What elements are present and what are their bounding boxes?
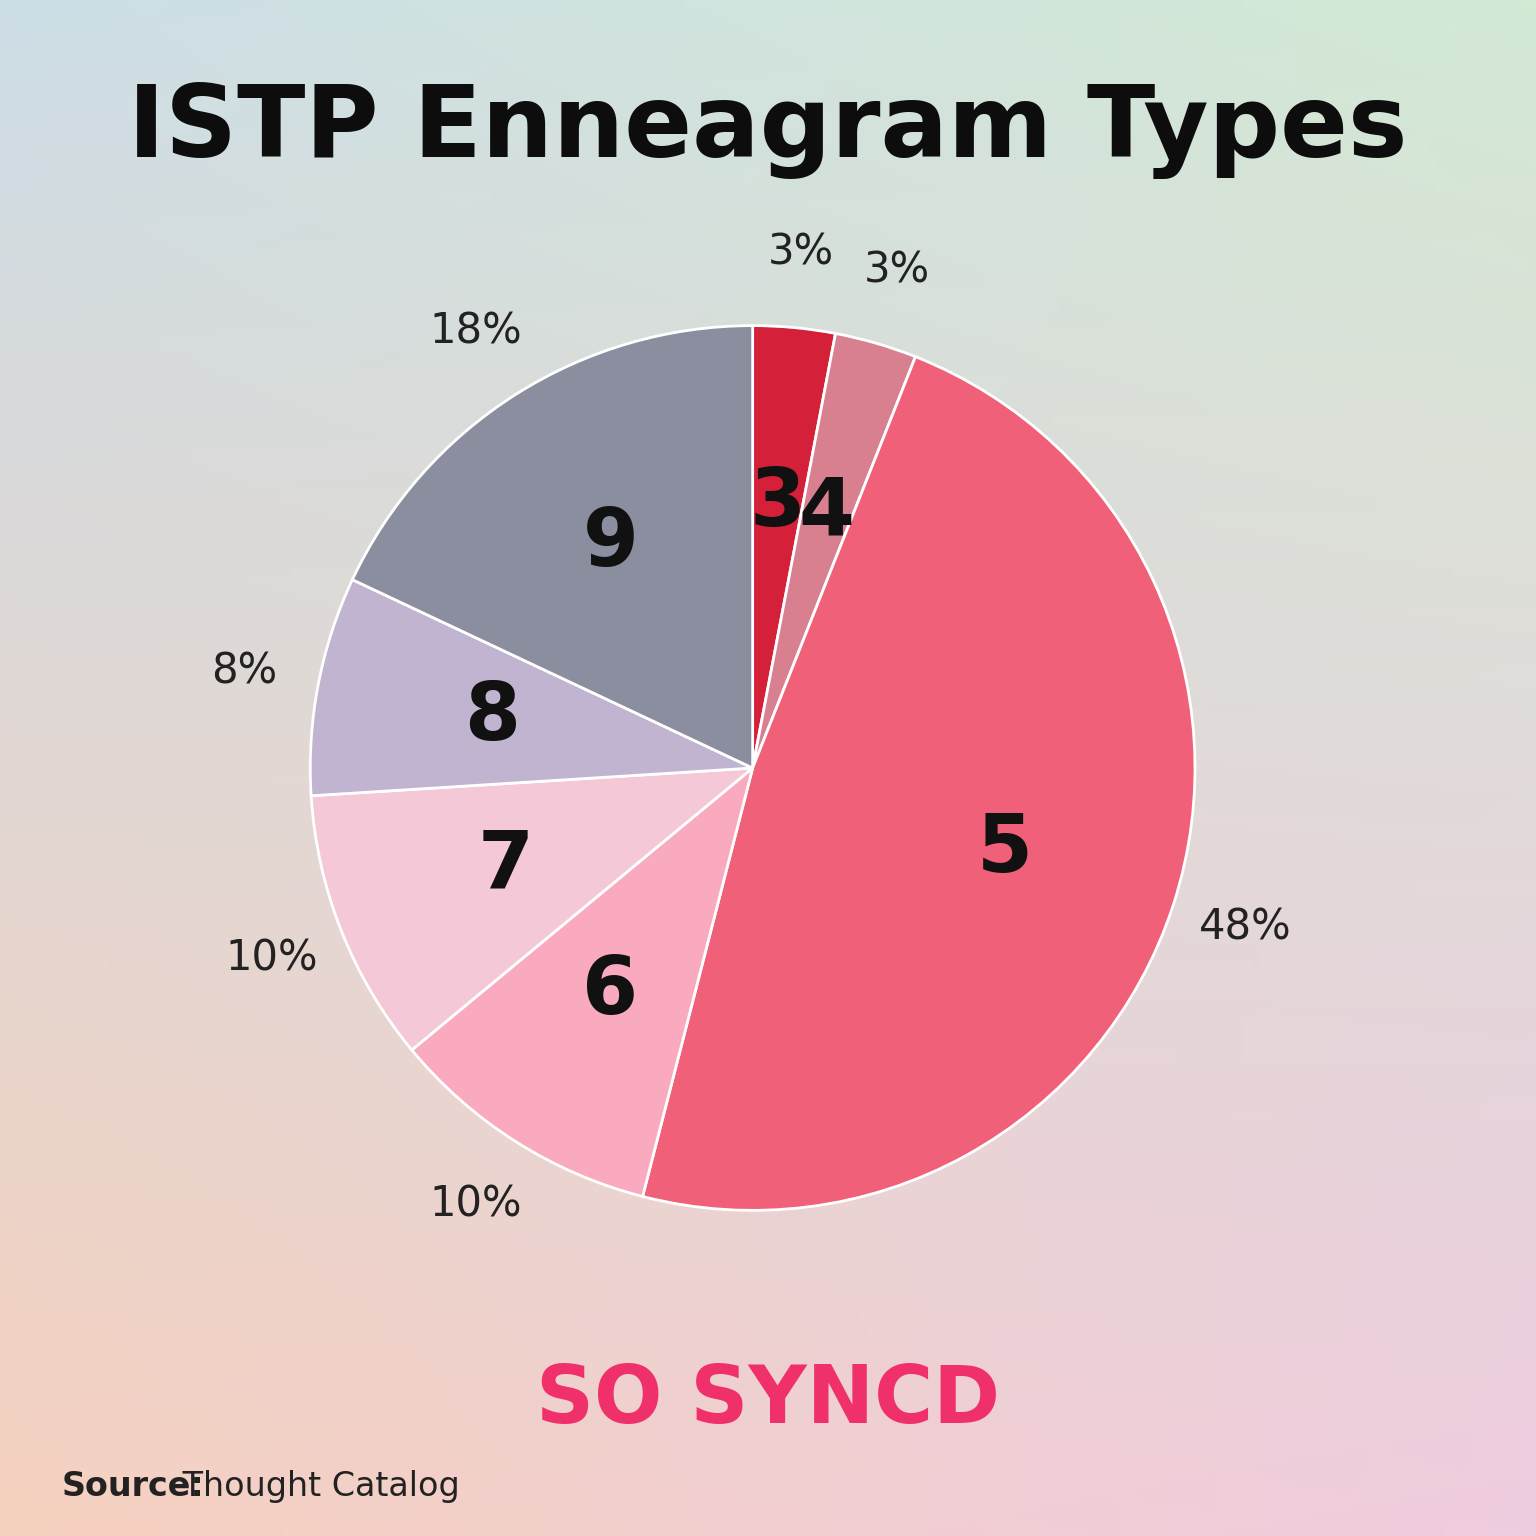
Text: ISTP Enneagram Types: ISTP Enneagram Types [127,81,1409,180]
Text: 9: 9 [582,505,639,582]
Wedge shape [753,333,915,768]
Text: Source:: Source: [61,1470,204,1504]
Wedge shape [642,356,1195,1210]
Wedge shape [312,768,753,1051]
Text: 10%: 10% [226,937,318,980]
Wedge shape [310,579,753,796]
Text: 3%: 3% [863,250,931,292]
Text: 10%: 10% [429,1184,522,1226]
Wedge shape [412,768,753,1197]
Text: 8: 8 [464,679,519,757]
Text: 6: 6 [582,954,639,1031]
Text: 5: 5 [977,811,1034,889]
Wedge shape [352,326,753,768]
Text: 18%: 18% [429,310,522,352]
Text: 48%: 48% [1198,906,1292,949]
Text: 7: 7 [478,826,535,905]
Wedge shape [753,326,836,768]
Text: SO SYNCD: SO SYNCD [536,1362,1000,1439]
Text: Thought Catalog: Thought Catalog [172,1470,459,1504]
Text: 3: 3 [750,465,805,542]
Text: 4: 4 [799,475,854,551]
Text: 8%: 8% [210,650,278,693]
Text: 3%: 3% [768,232,834,273]
